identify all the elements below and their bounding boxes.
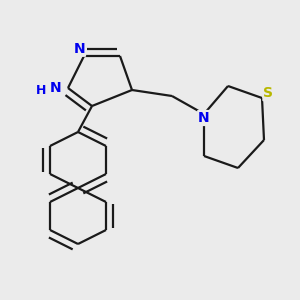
Text: H: H [36, 83, 46, 97]
Text: N: N [74, 42, 85, 56]
Text: S: S [263, 86, 273, 100]
Text: N: N [50, 81, 61, 95]
Text: N: N [198, 111, 210, 125]
